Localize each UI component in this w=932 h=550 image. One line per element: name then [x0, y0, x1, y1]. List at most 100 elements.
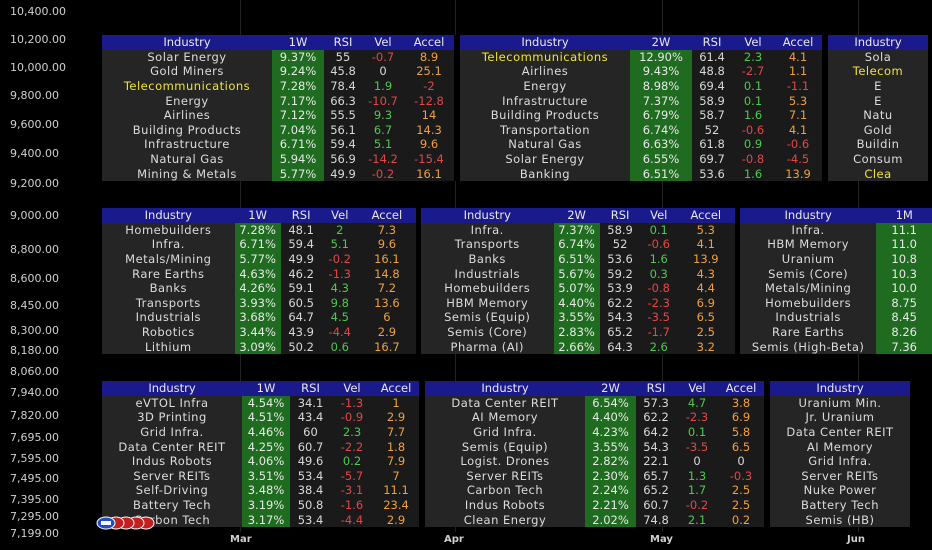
accel-cell: -0.3: [718, 468, 764, 484]
return-cell: 6.74%: [630, 122, 692, 138]
column-header: Industry: [102, 381, 242, 396]
column-separator: [734, 295, 740, 311]
table-row: Data Center REIT 4.25% 60.7 -2.2 1.8 Semis (E…: [102, 439, 910, 454]
column-header: 1W: [234, 208, 281, 223]
return-cell: 4.23%: [585, 424, 636, 440]
time-axis-label: Mar: [230, 534, 252, 545]
return-cell: 7.28%: [234, 222, 281, 238]
return-cell: 6.55%: [630, 151, 692, 167]
return-cell: 2.30%: [585, 468, 636, 484]
column-separator: [454, 35, 460, 50]
column-header: Accel: [357, 208, 416, 223]
price-axis-label: 7,295.00: [10, 510, 59, 523]
rsi-cell: 34.1: [290, 395, 331, 411]
industry-cell: AI Memory: [770, 439, 910, 454]
accel-cell: 6.9: [718, 410, 764, 425]
velocity-cell: 0.2: [331, 453, 373, 469]
column-header: 1M: [876, 208, 932, 223]
table-row: Metals/Mining 5.77% 49.9 -0.2 16.1 Banks 6.51%…: [102, 251, 932, 267]
column-separator: [415, 324, 421, 340]
price-axis-label: 8,800.00: [10, 243, 59, 256]
return-cell: 6.51%: [553, 251, 600, 267]
industry-cell: Infra.: [420, 222, 554, 238]
industry-cell: HBM Memory: [420, 295, 554, 311]
industry-cell: Mining & Metals: [102, 166, 272, 181]
industry-cell: Infrastructure: [102, 137, 272, 152]
column-separator: [764, 512, 770, 527]
return-cell: 2.21%: [585, 497, 636, 513]
rsi-cell: 54.3: [599, 310, 641, 325]
performance-table-bottom: Industry 1W RSI Vel Accel Industry 2W RSI Vel Acc…: [102, 381, 932, 527]
price-axis-label: 9,600.00: [10, 118, 59, 131]
rsi-cell: 59.4: [324, 137, 362, 152]
column-header: Industry: [420, 208, 554, 223]
column-separator: [454, 64, 460, 79]
table-row: Homebuilders 7.28% 48.1 2 7.3 Infra. 7.37% 58.9…: [102, 222, 932, 238]
accel-cell: 7.3: [357, 222, 416, 238]
table-row: Rare Earths 4.63% 46.2 -1.3 14.8 Industrials 5…: [102, 266, 932, 281]
rsi-cell: 64.7: [280, 310, 322, 325]
rsi-cell: 65.7: [636, 468, 676, 484]
accel-cell: 16.7: [357, 339, 416, 354]
velocity-cell: -0.9: [331, 410, 373, 425]
velocity-cell: 0.1: [732, 93, 774, 108]
rsi-cell: 50.2: [280, 339, 322, 354]
rsi-cell: 48.1: [280, 222, 322, 238]
column-separator: [822, 93, 828, 108]
table-row: Telecommunications 7.28% 78.4 1.9 -2 Energy 8.…: [102, 78, 928, 94]
logo-badge-icon[interactable]: [93, 516, 155, 530]
return-cell: 5.77%: [234, 251, 281, 267]
velocity-cell: 2.3: [732, 49, 774, 65]
return-cell: 4.63%: [234, 266, 281, 281]
industry-cell: Semis (Core): [420, 324, 554, 340]
velocity-cell: -14.2: [362, 151, 404, 167]
industry-cell: Homebuilders: [102, 222, 235, 238]
industry-cell: Uranium Min.: [770, 395, 910, 411]
table-row: Carbon Tech 3.17% 53.4 -4.4 2.9 Clean Energy 2…: [102, 512, 910, 527]
industry-cell: Semis (HB): [770, 512, 910, 527]
return-cell: 4.54%: [242, 395, 290, 411]
column-separator: [734, 280, 740, 296]
industry-cell: Infra.: [739, 222, 877, 238]
velocity-cell: -1.3: [331, 395, 373, 411]
column-header: Accel: [676, 208, 735, 223]
price-axis-label: 7,495.00: [10, 472, 59, 485]
accel-cell: 4.1: [676, 237, 735, 252]
velocity-cell: 0.1: [640, 222, 677, 238]
column-separator: [734, 310, 740, 325]
rsi-cell: 55: [324, 49, 362, 65]
price-axis-label: 7,940.00: [10, 386, 59, 399]
column-header: Accel: [718, 381, 764, 396]
industry-cell: Server REITs: [425, 468, 585, 484]
return-cell: 4.40%: [585, 410, 636, 425]
table-row: Building Products 7.04% 56.1 6.7 14.3 Transpo…: [102, 122, 928, 138]
table-row: Airlines 7.12% 55.5 9.3 14 Building Products 6…: [102, 107, 928, 123]
price-axis-label: 8,300.00: [10, 324, 59, 337]
industry-cell: Battery Tech: [770, 497, 910, 513]
industry-cell: Natu: [828, 107, 928, 123]
return-cell: 11.0: [876, 237, 932, 252]
industry-cell: Airlines: [102, 107, 272, 123]
velocity-cell: 1.3: [676, 468, 718, 484]
column-header: RSI: [636, 381, 676, 396]
return-cell: 6.79%: [630, 107, 692, 123]
column-separator: [415, 310, 421, 325]
column-separator: [734, 222, 740, 238]
table-row: Battery Tech 3.19% 50.8 -1.6 23.4 Indus Robot…: [102, 497, 910, 513]
return-cell: 7.37%: [630, 93, 692, 108]
velocity-cell: -0.7: [362, 49, 404, 65]
rsi-cell: 53.4: [290, 512, 331, 527]
performance-table-middle: Industry 1W RSI Vel Accel Industry 2W RSI Vel Acc…: [102, 208, 932, 354]
return-cell: 3.17%: [242, 512, 290, 527]
return-cell: 4.25%: [242, 439, 290, 454]
rsi-cell: 58.9: [692, 93, 732, 108]
industry-cell: Semis (Equip): [420, 310, 554, 325]
rsi-cell: 57.3: [636, 395, 676, 411]
industry-cell: Transportation: [460, 122, 630, 138]
table-row: Server REITs 3.51% 53.4 -5.7 7 Server REITs 2.…: [102, 468, 910, 484]
rsi-cell: 56.1: [324, 122, 362, 138]
column-separator: [419, 439, 425, 454]
accel-cell: 1.1: [774, 64, 822, 79]
accel-cell: -1.1: [774, 78, 822, 94]
return-cell: 3.48%: [242, 483, 290, 498]
